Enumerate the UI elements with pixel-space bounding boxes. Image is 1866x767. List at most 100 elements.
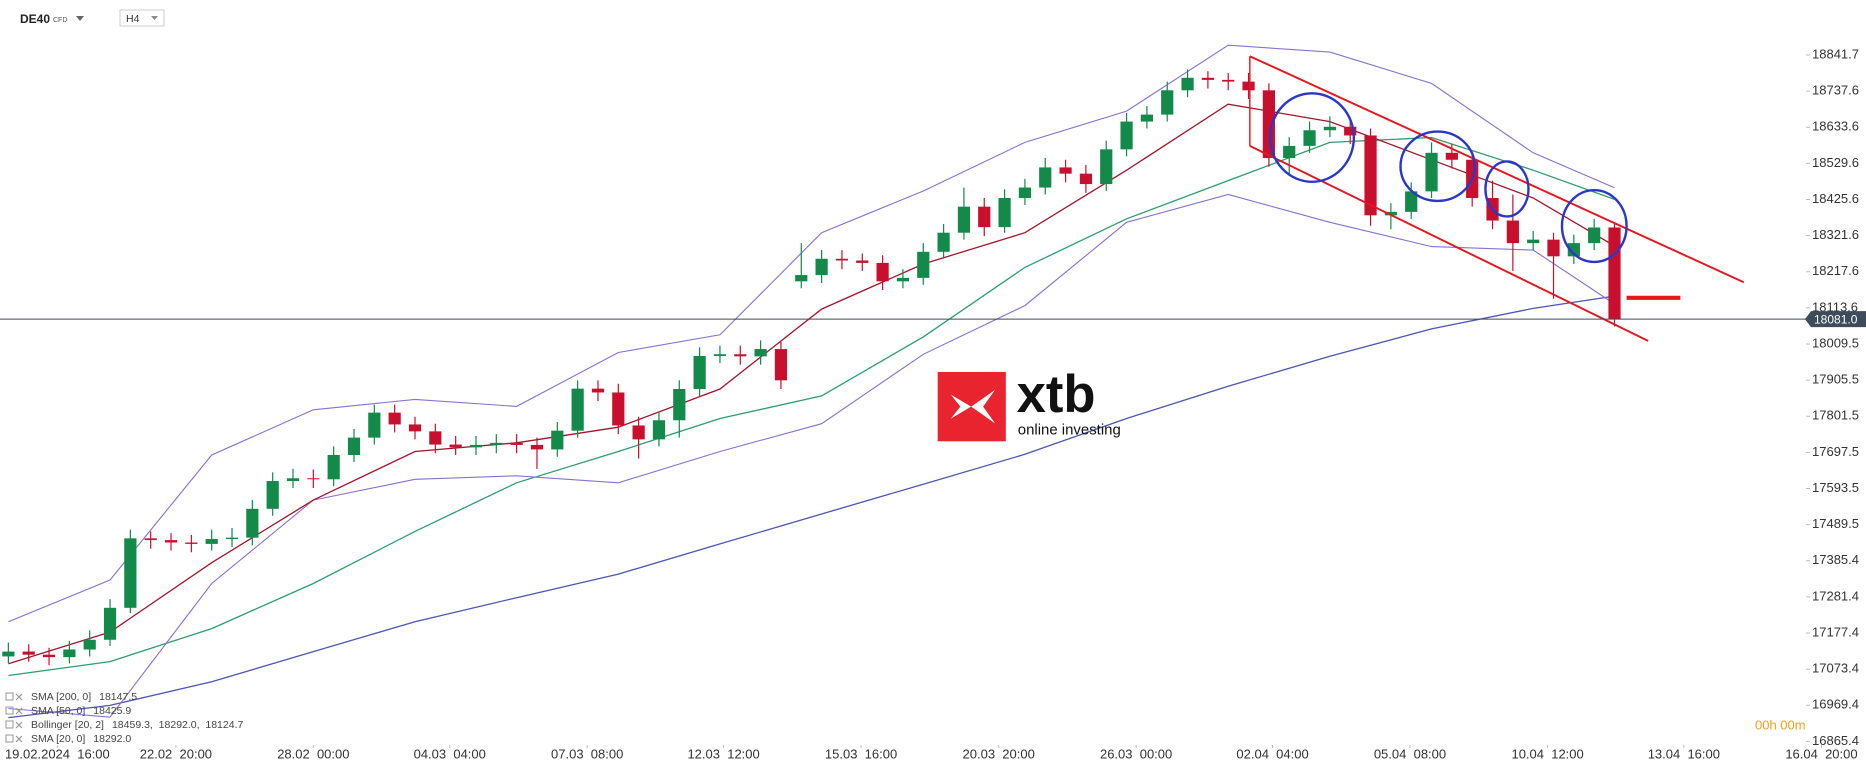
x-tick-label: 02.04 04:00 bbox=[1236, 746, 1308, 761]
candle-body bbox=[63, 649, 76, 658]
legend-value: 18147.5 bbox=[99, 691, 137, 703]
candle-body bbox=[1608, 227, 1621, 320]
candle-body bbox=[1567, 243, 1580, 257]
x-tick-label: 05.04 08:00 bbox=[1374, 746, 1446, 761]
circle bbox=[1399, 130, 1476, 203]
y-tick-label: 16969.4 bbox=[1812, 697, 1859, 712]
y-tick-label: 18529.6 bbox=[1812, 155, 1859, 170]
candle-body bbox=[1527, 239, 1540, 244]
legend-icon bbox=[5, 706, 14, 715]
y-tick-label: 18633.6 bbox=[1812, 119, 1859, 134]
candle-body bbox=[551, 430, 564, 450]
candle-body bbox=[185, 542, 198, 544]
header: DE40 CFD H4 bbox=[20, 9, 165, 27]
candle-body bbox=[652, 420, 666, 440]
x-tick-label: 04.03 04:00 bbox=[414, 746, 486, 761]
candle-body bbox=[449, 444, 462, 448]
candle-body bbox=[1059, 167, 1072, 174]
candle-body bbox=[1323, 126, 1336, 131]
legend-name: Bollinger [20, 2] bbox=[31, 719, 104, 731]
y-tick-label: 18425.6 bbox=[1812, 191, 1859, 206]
candle-body bbox=[1445, 152, 1458, 160]
interval-box[interactable] bbox=[119, 9, 165, 27]
candle-body bbox=[266, 481, 279, 509]
candle-body bbox=[571, 388, 584, 431]
y-tick-label: 16865.4 bbox=[1812, 733, 1859, 748]
channel-lower bbox=[1249, 145, 1649, 342]
circle bbox=[1560, 188, 1628, 264]
legend-name: SMA [50, 0] bbox=[31, 705, 85, 717]
y-tick-label: 17281.4 bbox=[1812, 588, 1859, 603]
candle-body bbox=[1283, 145, 1296, 159]
y-tick-label: 17697.5 bbox=[1812, 444, 1859, 459]
y-tick-label: 18217.6 bbox=[1812, 263, 1859, 278]
x-tick-label: 12.03 12:00 bbox=[687, 746, 759, 761]
candle-body bbox=[408, 424, 422, 432]
dropdown-arrow[interactable] bbox=[76, 16, 84, 21]
legend-close bbox=[15, 735, 23, 743]
y-tick-label: 18113.6 bbox=[1812, 299, 1858, 314]
legend-icon bbox=[5, 720, 14, 729]
candle-body bbox=[1222, 79, 1235, 82]
legend-name: SMA [200, 0] bbox=[31, 691, 91, 703]
candle-body bbox=[469, 444, 483, 448]
candle-body bbox=[42, 654, 56, 658]
logo-brand: xtb bbox=[1017, 365, 1096, 424]
legend-close bbox=[15, 693, 23, 701]
candle-body bbox=[795, 275, 808, 282]
candle-body bbox=[1140, 114, 1153, 122]
candle-body bbox=[1161, 90, 1174, 115]
candle-body bbox=[286, 478, 300, 482]
candle-body bbox=[978, 206, 991, 228]
legend-name: SMA [20, 0] bbox=[31, 733, 85, 745]
x-tick-label: 16.04 20:00 bbox=[1785, 746, 1857, 761]
candle-body bbox=[1344, 126, 1357, 136]
candle-body bbox=[2, 651, 15, 657]
candle-body bbox=[205, 539, 218, 544]
band-upper bbox=[8, 44, 1615, 623]
x-tick-label: 28.02 00:00 bbox=[277, 746, 349, 761]
y-tick-label: 17593.5 bbox=[1812, 480, 1859, 495]
candle-body bbox=[754, 349, 767, 357]
candle-body bbox=[1384, 211, 1397, 216]
y-tick-label: 17489.5 bbox=[1812, 516, 1859, 531]
x-tick-label: 15.03 16:00 bbox=[825, 746, 897, 761]
candle-body bbox=[1120, 121, 1133, 150]
candle-body bbox=[1547, 239, 1560, 257]
candle-body bbox=[510, 442, 523, 445]
annotations: xtb online investing bbox=[937, 55, 1745, 442]
last-price-label: 18081.0 bbox=[1814, 312, 1858, 326]
y-tick-label: 18321.6 bbox=[1812, 227, 1859, 242]
legend-close bbox=[15, 721, 23, 729]
candle-body bbox=[957, 206, 971, 233]
candle-body bbox=[815, 258, 828, 276]
candle-body bbox=[632, 425, 645, 440]
candle-body bbox=[612, 392, 625, 426]
x-tick-label: 20.03 20:00 bbox=[963, 746, 1035, 761]
indicator-line bbox=[8, 103, 1615, 665]
candle-body bbox=[876, 262, 889, 282]
x-tick-label: 10.04 12:00 bbox=[1511, 746, 1583, 761]
candle-body bbox=[937, 232, 950, 252]
candle-body bbox=[225, 537, 239, 540]
y-tick-label: 17905.5 bbox=[1812, 372, 1859, 387]
indicator-line bbox=[8, 295, 1615, 719]
interval[interactable]: H4 bbox=[126, 13, 140, 25]
candle-body bbox=[307, 478, 320, 480]
legend-value: 18425.9 bbox=[93, 705, 131, 717]
dropdown-arrow[interactable] bbox=[151, 16, 158, 20]
legend-close bbox=[15, 707, 23, 715]
legend-value: 18292.0 bbox=[93, 733, 131, 745]
circle bbox=[1268, 92, 1356, 183]
candle-body bbox=[22, 651, 35, 655]
candle-body bbox=[246, 508, 259, 538]
legend-icon bbox=[5, 734, 14, 743]
symbol-tag: CFD bbox=[53, 17, 67, 24]
legend-value: 18459.3, 18292.0, 18124.7 bbox=[112, 719, 244, 731]
candle-body bbox=[347, 437, 361, 455]
candle-body bbox=[713, 354, 727, 357]
symbol[interactable]: DE40 bbox=[20, 12, 50, 26]
candle-body bbox=[1364, 135, 1377, 216]
candle-body bbox=[693, 356, 706, 389]
x-tick-label: 19.02.2024 16:00 bbox=[5, 746, 110, 761]
